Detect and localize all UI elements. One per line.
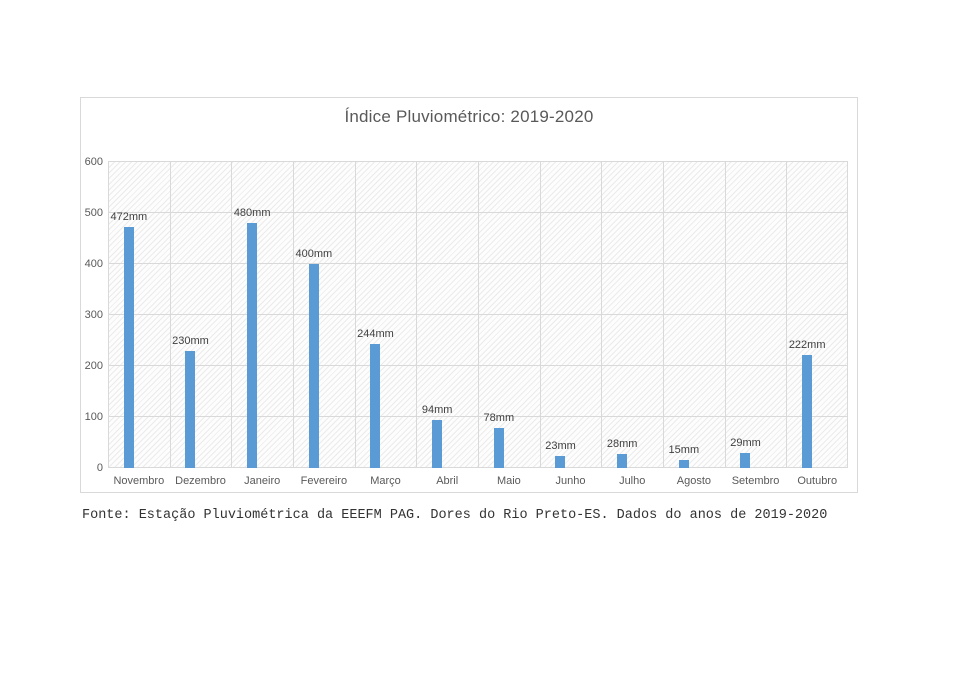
bar xyxy=(678,460,689,468)
bar-column: 29mm xyxy=(725,162,787,468)
x-axis-label: Dezembro xyxy=(175,475,226,487)
horizontal-gridline xyxy=(108,416,848,417)
vertical-gridline xyxy=(478,162,479,468)
chart-title: Índice Pluviométrico: 2019-2020 xyxy=(344,107,594,126)
bar xyxy=(308,264,319,468)
plot-area: 472mm 230mm 480mm 400mm 244mm 94mm 78mm 23mm 28m… xyxy=(108,161,848,468)
bar-column: 78mm xyxy=(478,162,540,468)
bar xyxy=(493,428,504,468)
y-axis-tick-label: 0 xyxy=(96,462,103,474)
bar-column: 15mm xyxy=(663,162,725,468)
bar-value-label: 29mm xyxy=(730,437,761,450)
bar-column: 23mm xyxy=(540,162,602,468)
bar-value-label: 28mm xyxy=(606,437,638,450)
bar-value-label: 15mm xyxy=(668,444,700,457)
source-caption: Fonte: Estação Pluviométrica da EEEFM PA… xyxy=(82,508,828,523)
horizontal-gridline xyxy=(108,161,848,162)
bar-value-label: 23mm xyxy=(545,440,576,453)
y-axis: 0 100 200 300 400 500 600 xyxy=(81,156,105,474)
bar-value-label: 222mm xyxy=(788,338,826,351)
bar-column: 480mm xyxy=(231,162,293,468)
bar-column: 230mm xyxy=(170,162,232,468)
vertical-gridline xyxy=(847,162,848,468)
bar-column: 400mm xyxy=(293,162,355,468)
bar-value-label: 480mm xyxy=(233,207,271,220)
y-axis-tick-label: 200 xyxy=(84,360,103,372)
vertical-gridline xyxy=(786,162,788,468)
bar xyxy=(617,453,628,468)
bar-column: 472mm xyxy=(108,162,170,468)
bar xyxy=(247,223,258,468)
chart-area: Índice Pluviométrico: 2019-2020 0 100 200 3… xyxy=(80,97,858,493)
bar xyxy=(740,453,751,468)
vertical-gridline xyxy=(231,162,233,468)
bar-value-label: 472mm xyxy=(110,211,148,224)
bar-column: 222mm xyxy=(786,162,848,468)
bar xyxy=(185,350,196,468)
vertical-gridline xyxy=(293,162,294,468)
bar xyxy=(123,227,134,468)
x-axis-label: Janeiro xyxy=(244,475,281,487)
x-axis-label: Fevereiro xyxy=(300,475,348,487)
bar xyxy=(555,456,566,468)
y-axis-tick-label: 400 xyxy=(84,258,103,270)
x-axis-label: Setembro xyxy=(731,475,780,487)
vertical-gridline xyxy=(108,162,109,468)
vertical-gridline xyxy=(539,162,541,468)
bar-value-label: 94mm xyxy=(421,404,453,417)
vertical-gridline xyxy=(724,162,726,468)
x-axis-label: Junho xyxy=(555,475,586,487)
vertical-gridline xyxy=(416,162,418,468)
bar-column: 244mm xyxy=(355,162,417,468)
x-axis: Novembro Dezembro Janeiro Fevereiro Março Abr… xyxy=(108,468,848,492)
y-axis-tick-label: 100 xyxy=(84,411,103,423)
vertical-gridline xyxy=(169,162,171,468)
y-axis-tick-label: 600 xyxy=(84,156,103,168)
bar-column: 28mm xyxy=(601,162,663,468)
horizontal-gridline xyxy=(108,263,848,264)
x-axis-label: Outubro xyxy=(797,475,838,487)
bar-value-label: 78mm xyxy=(483,412,515,425)
horizontal-gridline xyxy=(108,365,848,366)
x-axis-label: Novembro xyxy=(113,475,165,487)
bar xyxy=(370,343,381,468)
x-axis-label: Abril xyxy=(436,475,459,487)
horizontal-gridline xyxy=(108,212,848,213)
bar-column: 94mm xyxy=(416,162,478,468)
x-axis-label: Agosto xyxy=(676,475,711,487)
bar xyxy=(802,354,813,468)
vertical-gridline xyxy=(601,162,603,468)
x-axis-label: Maio xyxy=(496,475,521,487)
bar-value-label: 400mm xyxy=(295,248,333,261)
bar-value-label: 230mm xyxy=(172,334,209,347)
bar xyxy=(432,420,443,468)
horizontal-gridline xyxy=(108,314,848,315)
vertical-gridline xyxy=(663,162,664,468)
x-axis-label: Julho xyxy=(619,475,646,487)
y-axis-tick-label: 500 xyxy=(84,207,103,219)
bar-value-label: 244mm xyxy=(357,327,394,340)
x-axis-label: Março xyxy=(370,475,401,487)
vertical-gridline xyxy=(354,162,356,468)
y-axis-tick-label: 300 xyxy=(84,309,103,321)
horizontal-gridline xyxy=(108,467,848,468)
